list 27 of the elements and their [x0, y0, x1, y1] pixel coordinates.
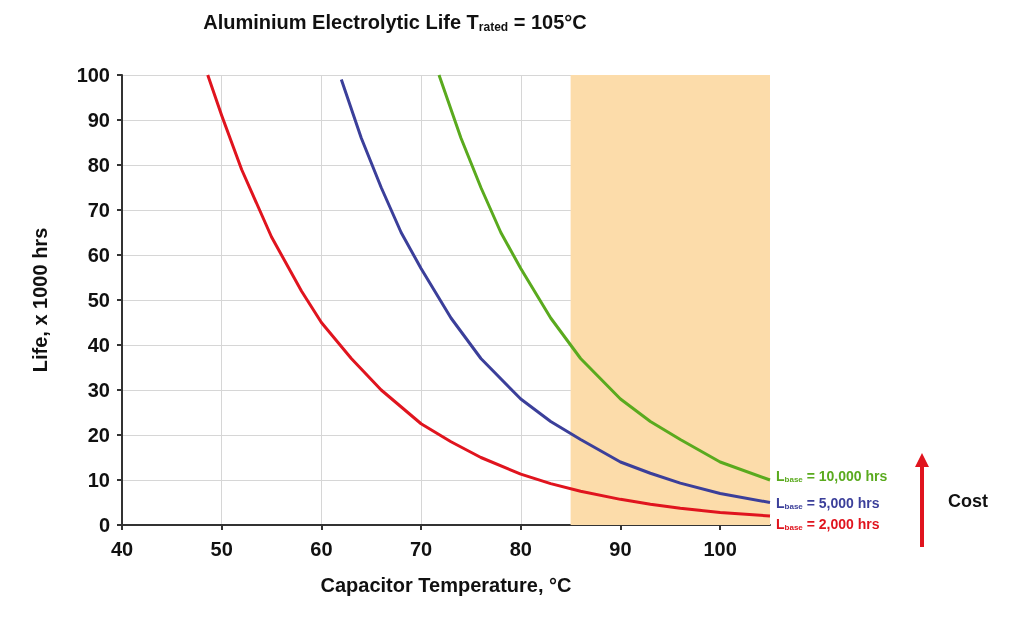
y-axis-title: Life, x 1000 hrs — [29, 227, 51, 373]
y-tick-label: 80 — [87, 154, 110, 176]
line-series — [339, 78, 772, 504]
y-tick-label: 20 — [87, 424, 110, 446]
line-series — [437, 73, 772, 482]
x-tick-label: 100 — [703, 538, 737, 560]
text: Cost — [948, 491, 988, 511]
y-tick-label: 60 — [87, 244, 110, 266]
x-tick-label: 60 — [310, 538, 333, 560]
y-tick-label: 30 — [87, 379, 110, 401]
y-tick-label: 70 — [87, 199, 110, 221]
y-tick-label: 10 — [87, 469, 110, 491]
y-tick-label: 40 — [87, 334, 110, 356]
y-tick-label: 100 — [76, 64, 110, 86]
series-label: Lbase = 2,000 hrs — [776, 516, 880, 532]
x-tick-label: 90 — [609, 538, 632, 560]
x-tick-label: 80 — [509, 538, 532, 560]
x-tick-label: 70 — [409, 538, 433, 560]
series-label: Lbase = 10,000 hrs — [776, 468, 888, 484]
x-tick-label: 40 — [110, 538, 134, 560]
y-tick-label: 90 — [87, 109, 110, 131]
x-axis-title: Capacitor Temperature, °C — [320, 574, 572, 596]
x-tick-label: 50 — [210, 538, 233, 560]
line-series — [206, 73, 772, 518]
y-tick-label: 50 — [87, 289, 110, 311]
series-label: Lbase = 5,000 hrs — [776, 494, 880, 511]
y-tick-label: 0 — [98, 514, 110, 536]
